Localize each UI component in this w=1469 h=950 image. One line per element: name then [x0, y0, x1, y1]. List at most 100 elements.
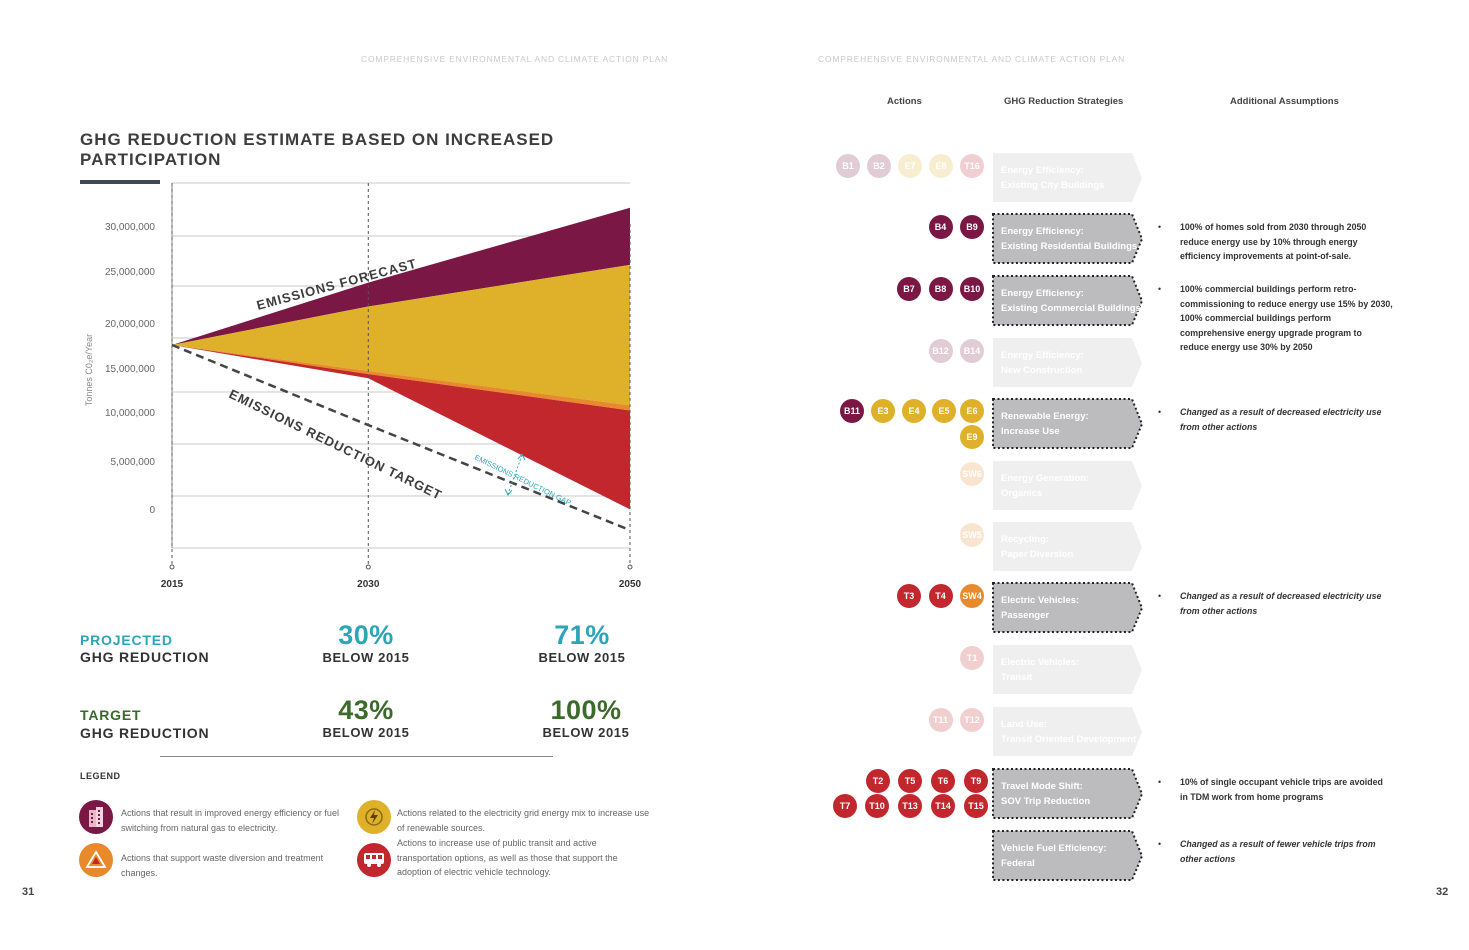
x-tick-label: 2015 — [161, 579, 184, 590]
legend-line: switching from natural gas to electricit… — [121, 822, 278, 833]
column-header-assumptions: Additional Assumptions — [1230, 96, 1339, 107]
legend-title: LEGEND — [80, 771, 121, 781]
strategy-label-line: Transit — [1001, 671, 1033, 683]
strategy-label-line: Existing Commercial Buildings — [1001, 302, 1141, 314]
strategy-label: Electric Vehicles: Transit — [1001, 656, 1079, 685]
strategy-box: Electric Vehicles: Passenger — [992, 582, 1144, 633]
strategy-label-line: Organics — [1001, 487, 1043, 499]
y-tick-label: 10,000,000 — [105, 408, 155, 419]
gap-arrowhead-up — [517, 453, 526, 461]
strategy-box: Energy Efficiency: Existing Commercial Bu… — [992, 275, 1144, 326]
action-chip-t9: T9 — [964, 769, 988, 793]
assumption-text: 100% of homes sold from 2030 through 205… — [1180, 222, 1367, 261]
target-2050-value: 100% — [550, 695, 622, 725]
strategy-label-line: Energy Generation: — [1001, 473, 1090, 484]
legend-line: Actions that support waste diversion and… — [121, 853, 324, 863]
action-chip-t14: T14 — [931, 794, 955, 818]
action-chip-t2: T2 — [866, 769, 890, 793]
chart-title: GHG REDUCTION ESTIMATE BASED ON INCREASE… — [80, 130, 555, 169]
bullet-icon: • — [1158, 284, 1162, 294]
action-chip-b8: B8 — [928, 277, 953, 301]
assumption-note: • 10% of single occupant vehicle trips ar… — [1158, 775, 1393, 804]
strategy-label-line: Land Use: — [1001, 719, 1047, 730]
strategy-label-line: Energy Efficiency: — [1001, 350, 1084, 361]
year-marker-dot — [169, 564, 175, 570]
strategy-label-line: SOV Trip Reduction — [1001, 795, 1091, 807]
forecast-band-renewables — [172, 264, 630, 406]
bullet-icon: • — [1158, 839, 1162, 849]
assumption-note: • 100% commercial buildings perform retro… — [1158, 282, 1393, 355]
projected-2030-value: 30% — [338, 620, 394, 650]
x-tick-label: 2050 — [619, 579, 642, 590]
page-number-left: 31 — [22, 886, 35, 898]
assumption-text: 10% of single occupant vehicle trips are… — [1180, 777, 1383, 802]
strategy-label-line: Energy Efficiency: — [1001, 288, 1084, 299]
divider — [160, 756, 553, 757]
strategy-label-line: Travel Mode Shift: — [1001, 781, 1083, 792]
y-tick-label: 15,000,000 — [105, 364, 155, 375]
bus-icon — [357, 843, 391, 877]
bullet-icon: • — [1158, 407, 1162, 417]
strategy-label-line: Recycling: — [1001, 534, 1050, 545]
legend-line: Actions to increase use of public transi… — [397, 838, 597, 848]
column-header-strategies: GHG Reduction Strategies — [1004, 96, 1124, 107]
action-chip-t10: T10 — [865, 794, 889, 818]
strategy-box: Energy Generation: Organics — [992, 460, 1142, 510]
action-chip-b11: B11 — [840, 399, 864, 423]
y-tick-label: 0 — [149, 505, 155, 516]
action-chip-e3: E3 — [871, 399, 895, 423]
strategy-box: Energy Efficiency: New Construction — [992, 337, 1142, 387]
target-2030-caption: BELOW 2015 — [322, 725, 410, 740]
action-chip-t15: T15 — [964, 794, 988, 818]
strategy-label: Travel Mode Shift: SOV Trip Reduction — [1001, 780, 1090, 809]
strategy-label-line: Passenger — [1001, 609, 1050, 621]
bullet-icon: • — [1158, 777, 1162, 787]
action-chip-e8: E8 — [929, 154, 953, 178]
page-number-right: 32 — [1436, 886, 1449, 898]
strategy-box: Travel Mode Shift: SOV Trip Reduction — [992, 768, 1144, 819]
projected-sublabel: GHG REDUCTION — [80, 649, 210, 665]
strategy-label: Recycling: Paper Diversion — [1001, 533, 1073, 562]
strategy-box: Energy Efficiency: Existing Residential B… — [992, 213, 1144, 264]
action-chip-b1: B1 — [836, 154, 860, 178]
target-label: TARGET — [80, 707, 142, 723]
strategy-box: Land Use: Transit Oriented Development — [992, 706, 1142, 756]
y-tick-label: 5,000,000 — [111, 457, 156, 468]
legend-line: changes. — [121, 867, 158, 878]
strategy-label: Energy Efficiency: Existing City Building… — [1001, 164, 1104, 193]
strategy-label-line: Vehicle Fuel Efficiency: — [1001, 843, 1107, 854]
action-chip-e5: E5 — [932, 399, 956, 423]
projected-2030-caption: BELOW 2015 — [322, 650, 410, 665]
strategy-label-line: Federal — [1001, 857, 1035, 869]
projected-label: PROJECTED — [80, 632, 173, 648]
strategy-label-line: Increase Use — [1001, 425, 1060, 437]
legend-line: adoption of electric vehicle technology. — [397, 867, 551, 877]
action-chip-e4: E4 — [902, 399, 926, 423]
assumption-text: Changed as a result of decreased electri… — [1180, 407, 1382, 432]
projected-2050-value: 71% — [554, 620, 610, 650]
action-chip-t1: T1 — [960, 646, 984, 670]
action-chip-b14: B14 — [960, 339, 984, 363]
forecast-band-waste — [172, 345, 630, 411]
assumption-text: Changed as a result of fewer vehicle tri… — [1180, 839, 1376, 864]
action-chip-t16: T16 — [960, 154, 984, 178]
action-chip-t12: T12 — [960, 708, 984, 732]
x-tick-label: 2030 — [357, 579, 380, 590]
action-chip-t4: T4 — [928, 584, 953, 608]
year-marker-dot — [365, 564, 371, 570]
legend-line: Actions related to the electricity grid … — [397, 808, 650, 818]
target-sublabel: GHG REDUCTION — [80, 725, 210, 741]
strategy-label: Energy Generation: Organics — [1001, 472, 1089, 501]
building-icon — [79, 800, 113, 834]
strategy-label: Land Use: Transit Oriented Development — [1001, 718, 1136, 747]
target-2030-value: 43% — [338, 695, 394, 725]
column-header-actions: Actions — [887, 96, 922, 107]
lightning-icon — [357, 800, 391, 834]
y-tick-label: 25,000,000 — [105, 267, 155, 278]
strategy-box: Renewable Energy: Increase Use — [992, 398, 1144, 449]
strategy-label: Vehicle Fuel Efficiency: Federal — [1001, 842, 1107, 871]
strategy-label-line: Electric Vehicles: — [1001, 657, 1080, 668]
action-chip-sw4: SW4 — [960, 584, 984, 608]
title-accent-bar — [80, 180, 160, 184]
legend-line: Actions that result in improved energy e… — [121, 808, 339, 818]
